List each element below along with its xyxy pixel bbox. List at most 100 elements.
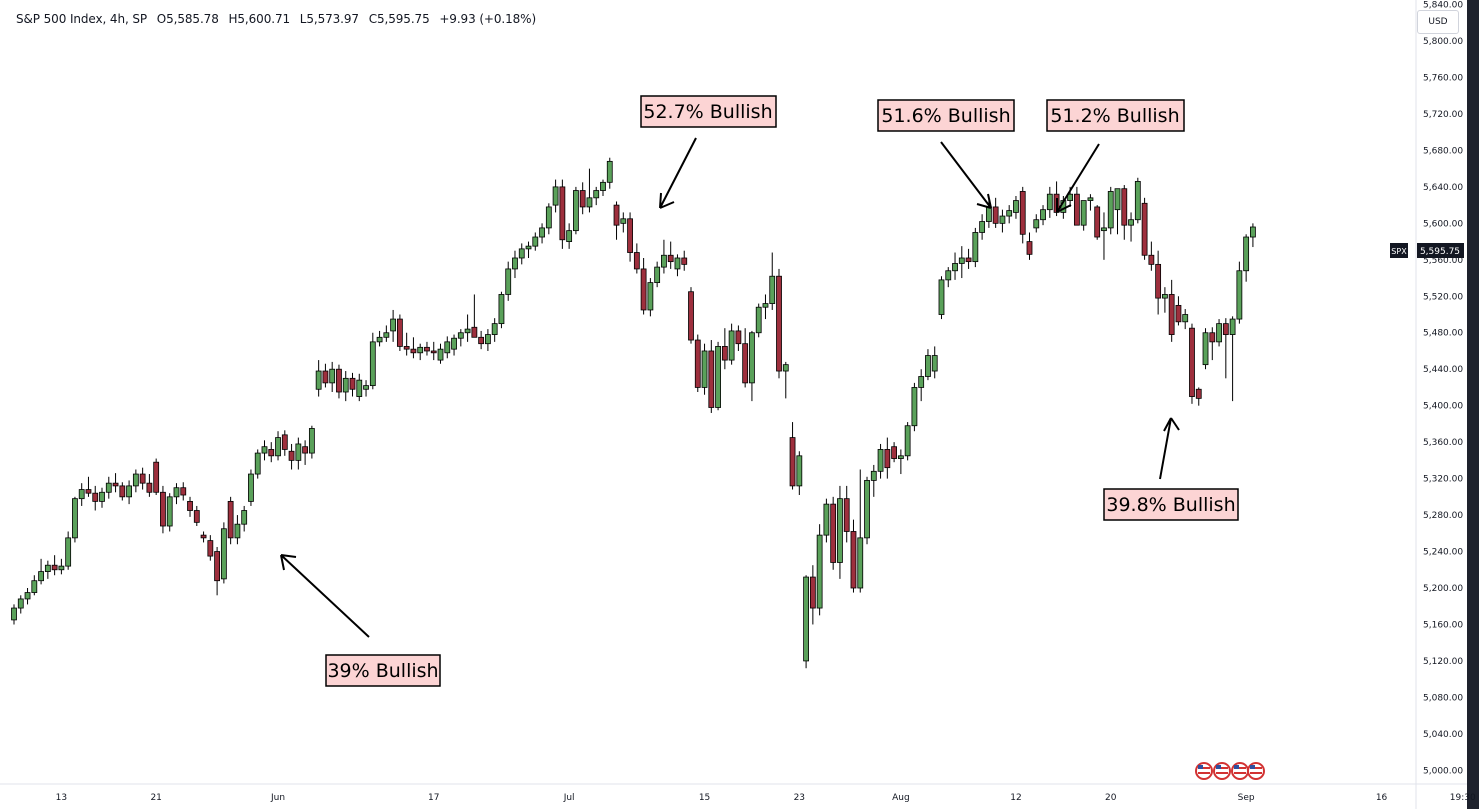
candle bbox=[105, 476, 112, 499]
candle bbox=[1026, 232, 1033, 260]
candle bbox=[1019, 186, 1026, 244]
annotation-39-bullish[interactable]: 39% Bullish bbox=[280, 554, 441, 687]
candle-body bbox=[410, 348, 417, 354]
candle-body bbox=[586, 197, 593, 208]
candle bbox=[166, 493, 173, 532]
candle bbox=[457, 329, 464, 347]
candle-body bbox=[153, 461, 160, 493]
x-tick-label: 15 bbox=[699, 793, 710, 803]
candle-body bbox=[667, 254, 674, 263]
candle-body bbox=[457, 332, 464, 339]
candle-body bbox=[207, 540, 214, 557]
candle bbox=[1195, 387, 1202, 406]
candle bbox=[471, 294, 478, 338]
candle-body bbox=[1080, 200, 1087, 226]
candle bbox=[870, 464, 877, 497]
candle-body bbox=[539, 227, 545, 238]
candle bbox=[992, 197, 999, 228]
candle-body bbox=[1006, 210, 1013, 217]
candle-body bbox=[254, 452, 261, 475]
annotation-51-6-bullish[interactable]: 51.6% Bullish bbox=[877, 99, 1015, 209]
candle bbox=[336, 364, 342, 399]
candle-body bbox=[180, 487, 187, 496]
candle-body bbox=[403, 346, 410, 350]
candle bbox=[823, 498, 830, 543]
candle-body bbox=[295, 443, 302, 461]
currency-button[interactable]: USD bbox=[1417, 10, 1459, 34]
y-tick-label: 5,400.00 bbox=[1423, 402, 1463, 412]
candle bbox=[708, 340, 715, 413]
candle-body bbox=[891, 446, 897, 459]
y-tick-label: 5,520.00 bbox=[1423, 292, 1463, 302]
y-tick-label: 5,720.00 bbox=[1423, 110, 1463, 120]
candle-body bbox=[85, 489, 92, 494]
candle-body bbox=[1073, 193, 1080, 226]
candle-body bbox=[38, 571, 44, 582]
candle bbox=[1073, 186, 1080, 226]
annotation-39-8-bullish[interactable]: 39.8% Bullish bbox=[1103, 417, 1239, 521]
y-tick-label: 5,080.00 bbox=[1423, 693, 1463, 703]
annotation-box bbox=[325, 654, 441, 687]
candle bbox=[1101, 212, 1107, 260]
candle bbox=[843, 485, 850, 543]
candle-body bbox=[1046, 193, 1053, 211]
annotation-51-2-bullish[interactable]: 51.2% Bullish bbox=[1046, 99, 1185, 213]
events-flags[interactable] bbox=[1195, 762, 1265, 780]
y-tick-label: 5,000.00 bbox=[1423, 766, 1463, 776]
candle-body bbox=[241, 510, 248, 525]
candle-body bbox=[1182, 314, 1189, 323]
candle bbox=[478, 330, 485, 350]
candle bbox=[1006, 205, 1013, 224]
candle-body bbox=[78, 489, 85, 500]
candle-body bbox=[782, 364, 789, 372]
candle-body bbox=[850, 531, 857, 589]
candle-body bbox=[390, 318, 397, 332]
candle bbox=[207, 535, 214, 561]
candle-body bbox=[911, 387, 918, 427]
flag-icon[interactable] bbox=[1195, 762, 1213, 780]
candle bbox=[85, 476, 92, 497]
candle bbox=[119, 482, 126, 501]
y-tick-label: 5,560.00 bbox=[1423, 256, 1463, 266]
flag-icon[interactable] bbox=[1247, 762, 1265, 780]
candle bbox=[525, 241, 532, 258]
price-axis[interactable]: 5,000.00 5,040.00 5,080.00 5,120.00 5,160.00… bbox=[1423, 1, 1463, 777]
candle bbox=[383, 325, 390, 342]
candle bbox=[789, 422, 796, 490]
candle bbox=[308, 425, 315, 459]
candle bbox=[1114, 188, 1121, 235]
candle-body bbox=[674, 257, 681, 270]
candle-body bbox=[721, 346, 728, 361]
candle-body bbox=[816, 534, 823, 609]
candle bbox=[1243, 234, 1250, 282]
candle bbox=[281, 430, 288, 456]
candle bbox=[545, 203, 552, 235]
candle bbox=[884, 437, 891, 479]
symbol-title[interactable]: S&P 500 Index, 4h, SP bbox=[16, 12, 148, 26]
candle-body bbox=[1229, 318, 1236, 335]
candle-body bbox=[336, 368, 342, 393]
flag-icon[interactable] bbox=[1213, 762, 1231, 780]
candle-body bbox=[1195, 388, 1202, 399]
annotation-52-7-bullish[interactable]: 52.7% Bullish bbox=[640, 95, 777, 209]
candle bbox=[911, 382, 918, 432]
scrollbar-track[interactable] bbox=[1467, 0, 1479, 809]
candle-body bbox=[1094, 206, 1101, 238]
candle bbox=[769, 252, 776, 310]
candle bbox=[1222, 318, 1229, 379]
candle bbox=[65, 531, 72, 570]
y-tick-label: 5,800.00 bbox=[1423, 37, 1463, 47]
candle-body bbox=[288, 450, 295, 461]
legend-header: S&P 500 Index, 4h, SP O5,585.78 H5,600.7… bbox=[16, 12, 542, 26]
candle bbox=[417, 343, 424, 361]
candle-body bbox=[1216, 323, 1222, 343]
candle-body bbox=[613, 204, 620, 226]
flag-icon[interactable] bbox=[1231, 762, 1249, 780]
candle bbox=[44, 560, 51, 579]
candle bbox=[437, 343, 444, 364]
candle bbox=[288, 443, 295, 470]
change-value: +9.93 (+0.18%) bbox=[439, 12, 537, 26]
candle bbox=[830, 496, 837, 570]
candle-body bbox=[843, 498, 850, 532]
